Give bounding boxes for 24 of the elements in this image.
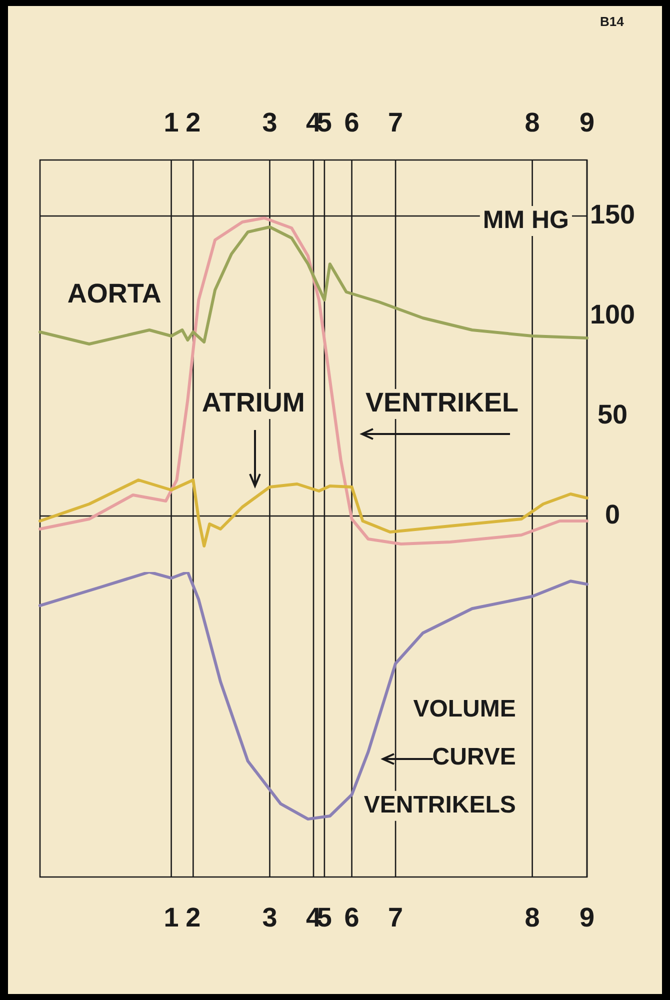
y-axis-title: MM HG <box>482 206 569 234</box>
x-tick-label: 2 <box>186 902 201 933</box>
x-tick-label: 6 <box>344 902 360 933</box>
y-tick-label: 150 <box>590 199 636 230</box>
y-tick-label: 0 <box>605 499 620 530</box>
x-tick-label: 3 <box>262 107 278 138</box>
x-tick-label: 1 <box>164 107 179 138</box>
x-tick-label: 7 <box>388 902 404 933</box>
y-tick-label: 100 <box>590 299 636 330</box>
text: ATRIUM <box>202 387 305 418</box>
x-tick-label: 6 <box>344 107 360 138</box>
text: B14 <box>600 14 624 29</box>
x-tick-label: 1 <box>164 902 179 933</box>
series-label: VOLUME CURVE VENTRIKELS <box>364 695 516 818</box>
x-tick-label: 8 <box>524 902 540 933</box>
series-label: AORTA <box>67 278 162 308</box>
x-tick-label: 3 <box>262 902 278 933</box>
x-tick-label: 2 <box>186 107 201 138</box>
x-tick-label: 8 <box>524 107 540 138</box>
series-label: VENTRIKEL <box>366 387 519 418</box>
y-tick-label: 50 <box>598 399 628 430</box>
x-tick-label: 9 <box>579 902 595 933</box>
x-tick-label: 9 <box>579 107 595 138</box>
x-tick-label: 7 <box>388 107 404 138</box>
